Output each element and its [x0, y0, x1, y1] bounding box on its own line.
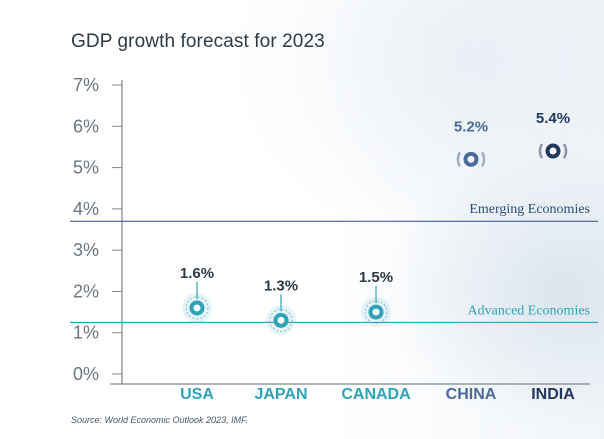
data-point-arc [538, 143, 544, 159]
data-label: 1.5% [359, 269, 393, 286]
data-label: 5.4% [536, 110, 570, 127]
data-point-center [372, 308, 380, 316]
y-tick-label: 7% [73, 75, 99, 95]
reference-line-label: Emerging Economies [469, 202, 590, 217]
x-category-label: JAPAN [254, 386, 307, 403]
y-tick-label: 4% [73, 199, 99, 219]
data-point-arc [480, 151, 486, 167]
x-category-label: USA [180, 386, 214, 403]
data-point-arc [456, 151, 462, 167]
reference-line-label: Advanced Economies [468, 303, 590, 318]
y-tick-label: 3% [73, 240, 99, 260]
data-point-halo-ring [364, 300, 388, 324]
data-point-halo-ring [269, 308, 293, 332]
data-point-center [277, 316, 285, 324]
x-category-label: CHINA [446, 386, 497, 403]
data-label: 1.6% [180, 265, 214, 282]
y-tick-label: 6% [73, 116, 99, 136]
y-tick-label: 1% [73, 323, 99, 343]
data-point-arc [562, 143, 568, 159]
data-point-halo-ring [185, 296, 209, 320]
data-label: 1.3% [264, 277, 298, 294]
data-point-center [467, 155, 475, 163]
y-tick-label: 2% [73, 281, 99, 301]
x-category-label: CANADA [341, 386, 411, 403]
data-label: 5.2% [454, 118, 488, 135]
y-tick-label: 0% [73, 364, 99, 384]
chart-title: GDP growth forecast for 2023 [71, 31, 325, 52]
data-point-center [549, 147, 557, 155]
data-point-center [193, 304, 201, 312]
y-tick-label: 5% [73, 158, 99, 178]
x-category-label: INDIA [531, 386, 575, 403]
source-note: Source: World Economic Outlook 2023, IMF… [71, 415, 248, 425]
